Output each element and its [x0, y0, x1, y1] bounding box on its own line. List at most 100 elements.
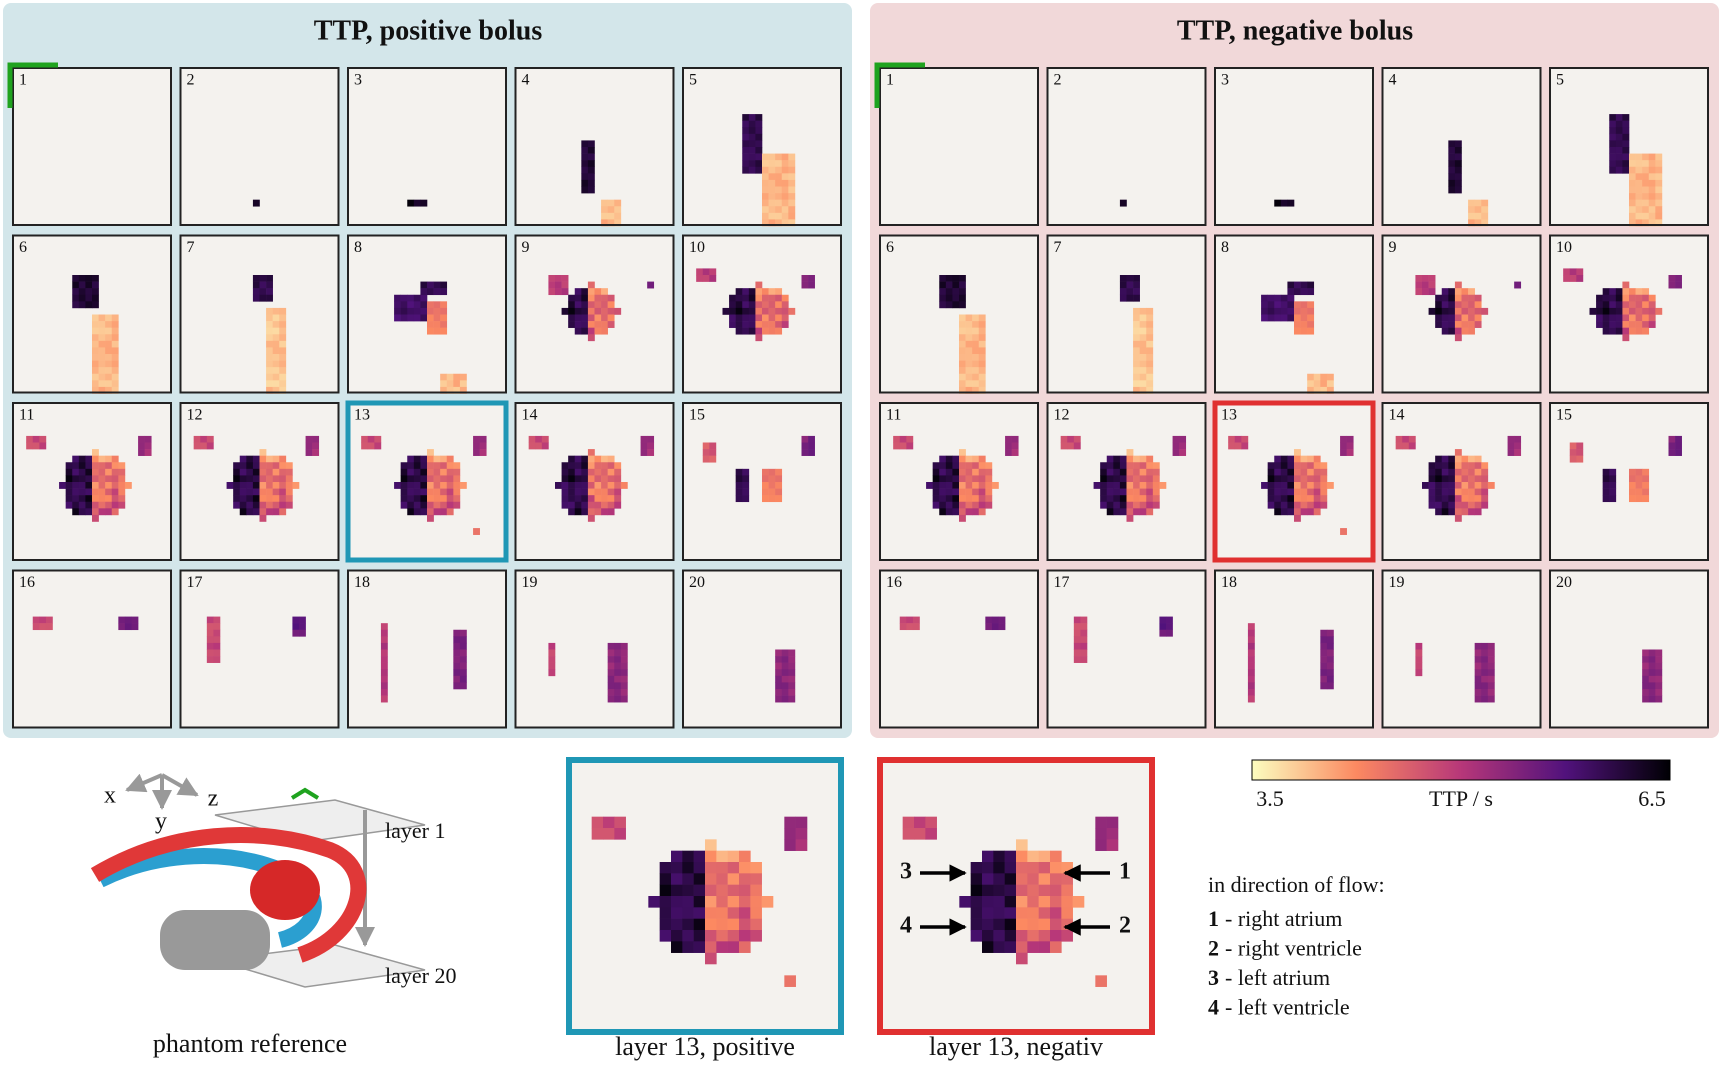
- heatmap-pixel: [959, 275, 966, 282]
- heatmap-pixel: [548, 281, 556, 289]
- heatmap-pixel: [801, 275, 809, 282]
- heatmap-pixel: [1016, 896, 1028, 908]
- heatmap-pixel: [614, 219, 622, 227]
- heatmap-pixel: [1073, 636, 1081, 644]
- heatmap-pixel: [1609, 288, 1617, 296]
- heatmap-pixel: [1454, 501, 1462, 509]
- heatmap-pixel: [682, 850, 694, 863]
- heatmap-pixel: [727, 918, 740, 931]
- heatmap-pixel: [252, 468, 260, 476]
- heatmap-pixel: [1461, 475, 1469, 483]
- heatmap-pixel: [111, 495, 119, 503]
- heatmap-pixel: [1294, 475, 1301, 483]
- slice-frame: [1046, 402, 1207, 561]
- heatmap-pixel: [768, 219, 776, 227]
- heatmap-pixel: [413, 307, 421, 315]
- heatmap-pixel: [98, 321, 106, 328]
- heatmap-pixel: [1326, 373, 1334, 381]
- heatmap-pixel: [594, 455, 602, 463]
- heatmap-pixel: [427, 501, 434, 509]
- heatmap-pixel: [1468, 462, 1475, 470]
- heatmap-pixel: [932, 475, 940, 483]
- heatmap-pixel: [246, 488, 254, 496]
- heatmap-pixel: [965, 462, 973, 470]
- heatmap-pixel: [1106, 482, 1114, 489]
- heatmap-pixel: [1172, 449, 1180, 456]
- heatmap-pixel: [1280, 314, 1288, 322]
- heatmap-pixel: [978, 321, 986, 328]
- heatmap-pixel: [775, 173, 783, 181]
- heatmap-pixel: [959, 327, 966, 335]
- heatmap-pixel: [1126, 501, 1134, 509]
- heatmap-pixel: [899, 442, 907, 450]
- heatmap-pixel: [739, 884, 751, 897]
- heatmap-pixel: [1507, 435, 1515, 443]
- slice-frame: [12, 67, 172, 226]
- heatmap-pixel: [1474, 468, 1482, 476]
- heatmap-pixel: [1622, 127, 1630, 135]
- heatmap-pixel: [952, 495, 960, 503]
- heatmap-pixel: [111, 482, 119, 489]
- heatmap-pixel: [1280, 508, 1288, 516]
- heatmap-pixel: [970, 873, 983, 885]
- heatmap-pixel: [1038, 850, 1051, 863]
- heatmap-pixel: [1313, 380, 1321, 388]
- heatmap-pixel: [574, 321, 582, 328]
- heatmap-pixel: [65, 468, 73, 476]
- heatmap-pixel: [768, 307, 776, 315]
- heatmap-pixel: [1596, 294, 1603, 302]
- heatmap-pixel: [1454, 514, 1462, 522]
- heatmap-pixel: [1287, 462, 1295, 470]
- slice-frame: [1549, 402, 1709, 561]
- heatmap-pixel: [614, 462, 622, 470]
- axis-arrows: [125, 773, 199, 810]
- heatmap-pixel: [59, 482, 66, 489]
- heatmap-pixel: [305, 435, 313, 443]
- heatmap-pixel: [1247, 662, 1255, 670]
- heatmap-pixel: [1294, 321, 1301, 328]
- heatmap-pixel: [959, 321, 966, 328]
- heatmap-pixel: [716, 884, 728, 897]
- heatmap-pixel: [1294, 508, 1301, 516]
- heatmap-pixel: [1648, 179, 1656, 187]
- heatmap-pixel: [702, 275, 710, 282]
- heatmap-pixel: [982, 930, 994, 942]
- heatmap-pixel: [735, 482, 743, 489]
- heatmap-pixel: [985, 495, 993, 503]
- heatmap-pixel: [459, 482, 467, 489]
- heatmap-pixel: [453, 675, 461, 683]
- heatmap-pixel: [1133, 462, 1140, 470]
- heatmap-pixel: [1016, 918, 1028, 931]
- heatmap-pixel: [1615, 301, 1623, 309]
- heatmap-pixel: [206, 642, 214, 650]
- heatmap-pixel: [259, 281, 267, 289]
- heatmap-pixel: [729, 307, 736, 315]
- heatmap-pixel: [1313, 468, 1321, 476]
- heatmap-pixel: [614, 682, 622, 690]
- heatmap-pixel: [92, 514, 99, 522]
- heatmap-pixel: [1287, 455, 1295, 463]
- heatmap-pixel: [978, 462, 986, 470]
- heatmap-pixel: [965, 386, 973, 394]
- heatmap-pixel: [1100, 468, 1108, 476]
- heatmap-pixel: [252, 462, 260, 470]
- heatmap-pixel: [459, 380, 467, 388]
- slice-frame: [879, 234, 1039, 394]
- heatmap-pixel: [795, 839, 808, 851]
- heatmap-pixel: [246, 495, 254, 503]
- heatmap-pixel: [768, 193, 776, 200]
- heatmap-pixel: [259, 462, 267, 470]
- heatmap-pixel: [453, 488, 461, 496]
- heatmap-pixel: [440, 321, 448, 328]
- heatmap-pixel: [266, 508, 273, 516]
- heatmap-pixel: [620, 689, 628, 696]
- heatmap-pixel: [775, 307, 783, 315]
- slice-frame: [682, 234, 842, 394]
- axis-label: y: [155, 809, 167, 835]
- heatmap-pixel: [972, 360, 980, 368]
- heatmap-pixel: [1635, 468, 1643, 476]
- heatmap-pixel: [1435, 482, 1443, 489]
- heatmap-pixel: [775, 186, 783, 194]
- heatmap-pixel: [788, 193, 796, 200]
- heatmap-pixel: [1133, 314, 1140, 322]
